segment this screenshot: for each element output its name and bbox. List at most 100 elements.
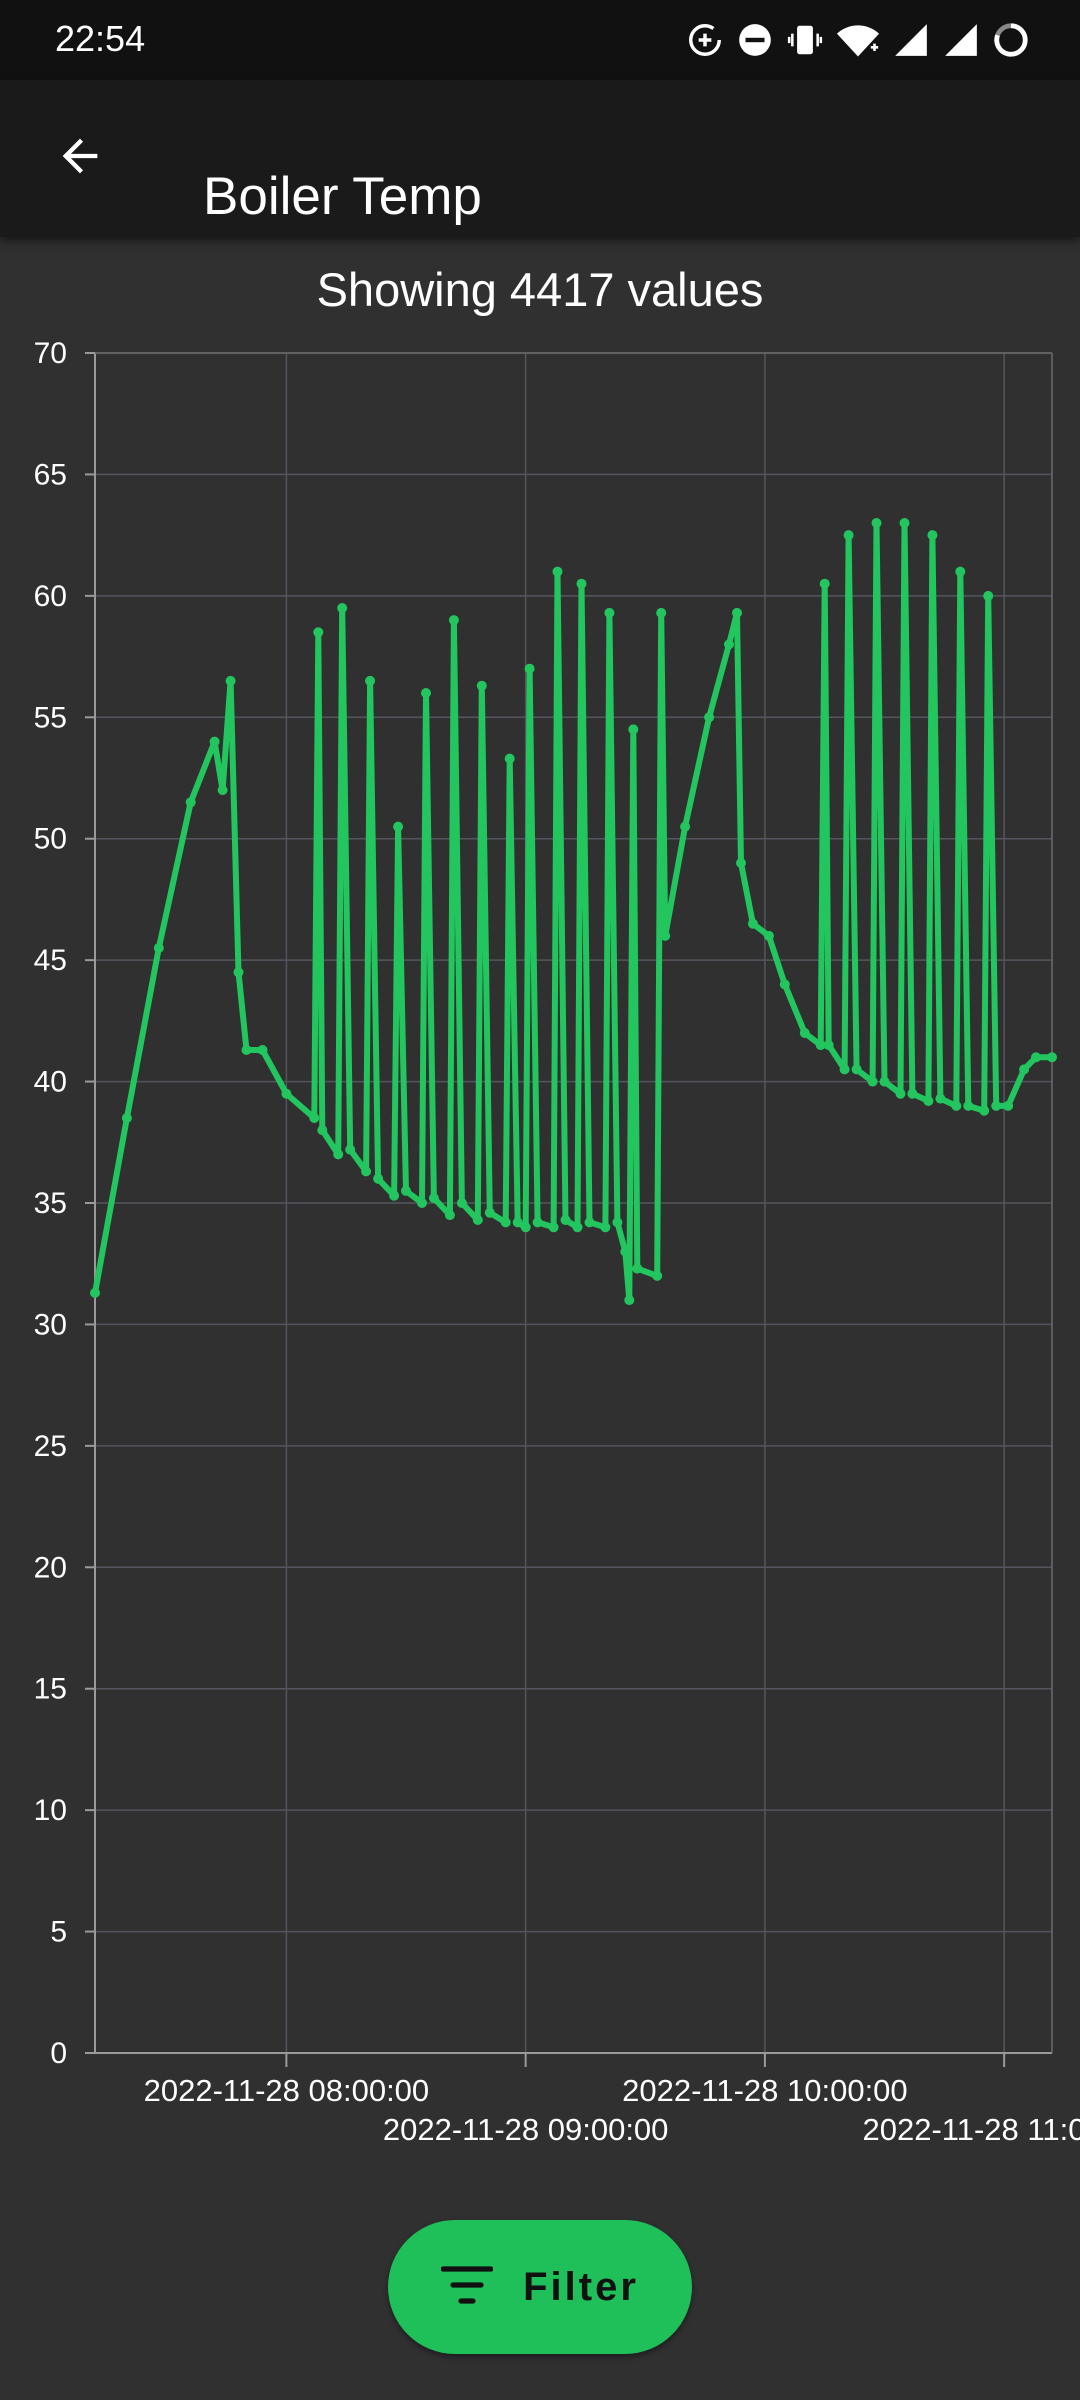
data-point <box>401 1185 411 1196</box>
data-point <box>823 1040 834 1051</box>
data-point <box>819 578 830 589</box>
data-point <box>600 1222 611 1233</box>
data-point <box>444 1210 455 1221</box>
data-point <box>1003 1100 1014 1111</box>
data-point <box>309 1113 320 1123</box>
data-point <box>552 566 563 577</box>
data-point <box>337 603 348 613</box>
signal-icon-2 <box>942 21 980 59</box>
signal-icon <box>892 21 930 59</box>
data-point <box>373 1173 384 1184</box>
x-tick-label: 2022-11-28 11:00:00 <box>863 2112 1080 2147</box>
status-time: 22:54 <box>55 18 146 59</box>
y-tick-label: 60 <box>34 580 67 613</box>
data-point <box>871 518 882 528</box>
y-tick-label: 55 <box>34 701 67 734</box>
data-point <box>732 607 742 618</box>
data-point <box>257 1045 268 1055</box>
data-point <box>867 1076 878 1087</box>
data-point <box>512 1217 523 1228</box>
y-tick-label: 35 <box>34 1187 67 1220</box>
data-point <box>393 821 404 832</box>
data-point <box>500 1217 511 1228</box>
vibrate-icon <box>786 21 824 59</box>
data-point <box>660 930 671 941</box>
y-tick-label: 5 <box>50 1916 67 1949</box>
data-point <box>951 1100 962 1111</box>
data-point <box>779 979 790 990</box>
y-tick-label: 70 <box>34 337 67 370</box>
data-point <box>333 1149 344 1160</box>
filter-button[interactable]: Filter <box>388 2220 692 2354</box>
filter-list-icon <box>440 2265 494 2310</box>
data-point <box>704 712 715 723</box>
data-point <box>153 943 164 953</box>
data-point <box>456 1198 467 1208</box>
data-saver-icon <box>686 21 724 59</box>
data-point <box>963 1100 974 1111</box>
filter-button-label: Filter <box>523 2264 639 2309</box>
data-point <box>955 566 966 577</box>
data-point <box>815 1040 826 1051</box>
y-tick-label: 45 <box>34 944 67 977</box>
x-tick-label: 2022-11-28 08:00:00 <box>144 2073 430 2108</box>
data-point <box>843 530 854 541</box>
data-point <box>121 1113 132 1123</box>
back-button[interactable] <box>40 118 120 198</box>
data-point <box>907 1088 918 1099</box>
data-point <box>417 1198 427 1208</box>
data-point <box>680 821 691 832</box>
data-point <box>233 967 244 978</box>
app-bar: Boiler Temp <box>0 80 1080 237</box>
do-not-disturb-icon <box>736 21 774 59</box>
data-point <box>90 1287 100 1298</box>
x-tick-label: 2022-11-28 10:00:00 <box>622 2073 908 2108</box>
data-point <box>736 858 746 868</box>
data-point <box>389 1190 400 1201</box>
series-line <box>92 520 1052 1304</box>
data-point <box>241 1045 252 1055</box>
data-point <box>421 688 431 698</box>
data-point <box>448 615 459 626</box>
data-point <box>532 1217 543 1228</box>
page-title: Boiler Temp <box>203 166 482 226</box>
data-point <box>476 680 487 691</box>
values-count-text: Showing 4417 values <box>316 263 764 316</box>
data-point <box>576 578 587 589</box>
data-point <box>524 663 535 674</box>
status-icons <box>686 18 1030 62</box>
y-tick-label: 10 <box>34 1794 67 1827</box>
data-point <box>504 753 515 764</box>
data-point <box>225 675 236 686</box>
y-tick-label: 15 <box>34 1673 67 1706</box>
y-tick-label: 50 <box>34 823 67 856</box>
data-point <box>652 1270 663 1281</box>
data-point <box>620 1246 631 1257</box>
data-point <box>839 1064 850 1075</box>
data-point <box>520 1222 531 1233</box>
data-point <box>879 1076 890 1087</box>
status-bar: 22:54 <box>0 0 1080 80</box>
data-point <box>361 1166 372 1177</box>
data-point <box>895 1088 906 1099</box>
data-point <box>927 530 938 541</box>
data-point <box>1019 1064 1030 1075</box>
data-point <box>472 1215 483 1225</box>
data-point <box>584 1217 595 1228</box>
data-point <box>548 1222 559 1233</box>
data-point <box>991 1100 1002 1111</box>
data-point <box>799 1028 810 1038</box>
data-point <box>632 1263 643 1274</box>
data-point <box>851 1064 862 1075</box>
data-point <box>317 1125 328 1136</box>
temperature-chart: 0 5 10 15 20 25 30 35 40 45 50 55 60 65 70 2022-11-28 0… <box>34 337 1080 2147</box>
data-point <box>484 1207 495 1218</box>
data-point <box>217 785 228 796</box>
data-point <box>899 518 910 528</box>
data-point <box>923 1096 934 1106</box>
data-point <box>724 639 734 650</box>
data-point <box>428 1193 439 1204</box>
data-point <box>1047 1052 1057 1063</box>
data-point <box>313 627 324 638</box>
data-point <box>747 918 758 929</box>
